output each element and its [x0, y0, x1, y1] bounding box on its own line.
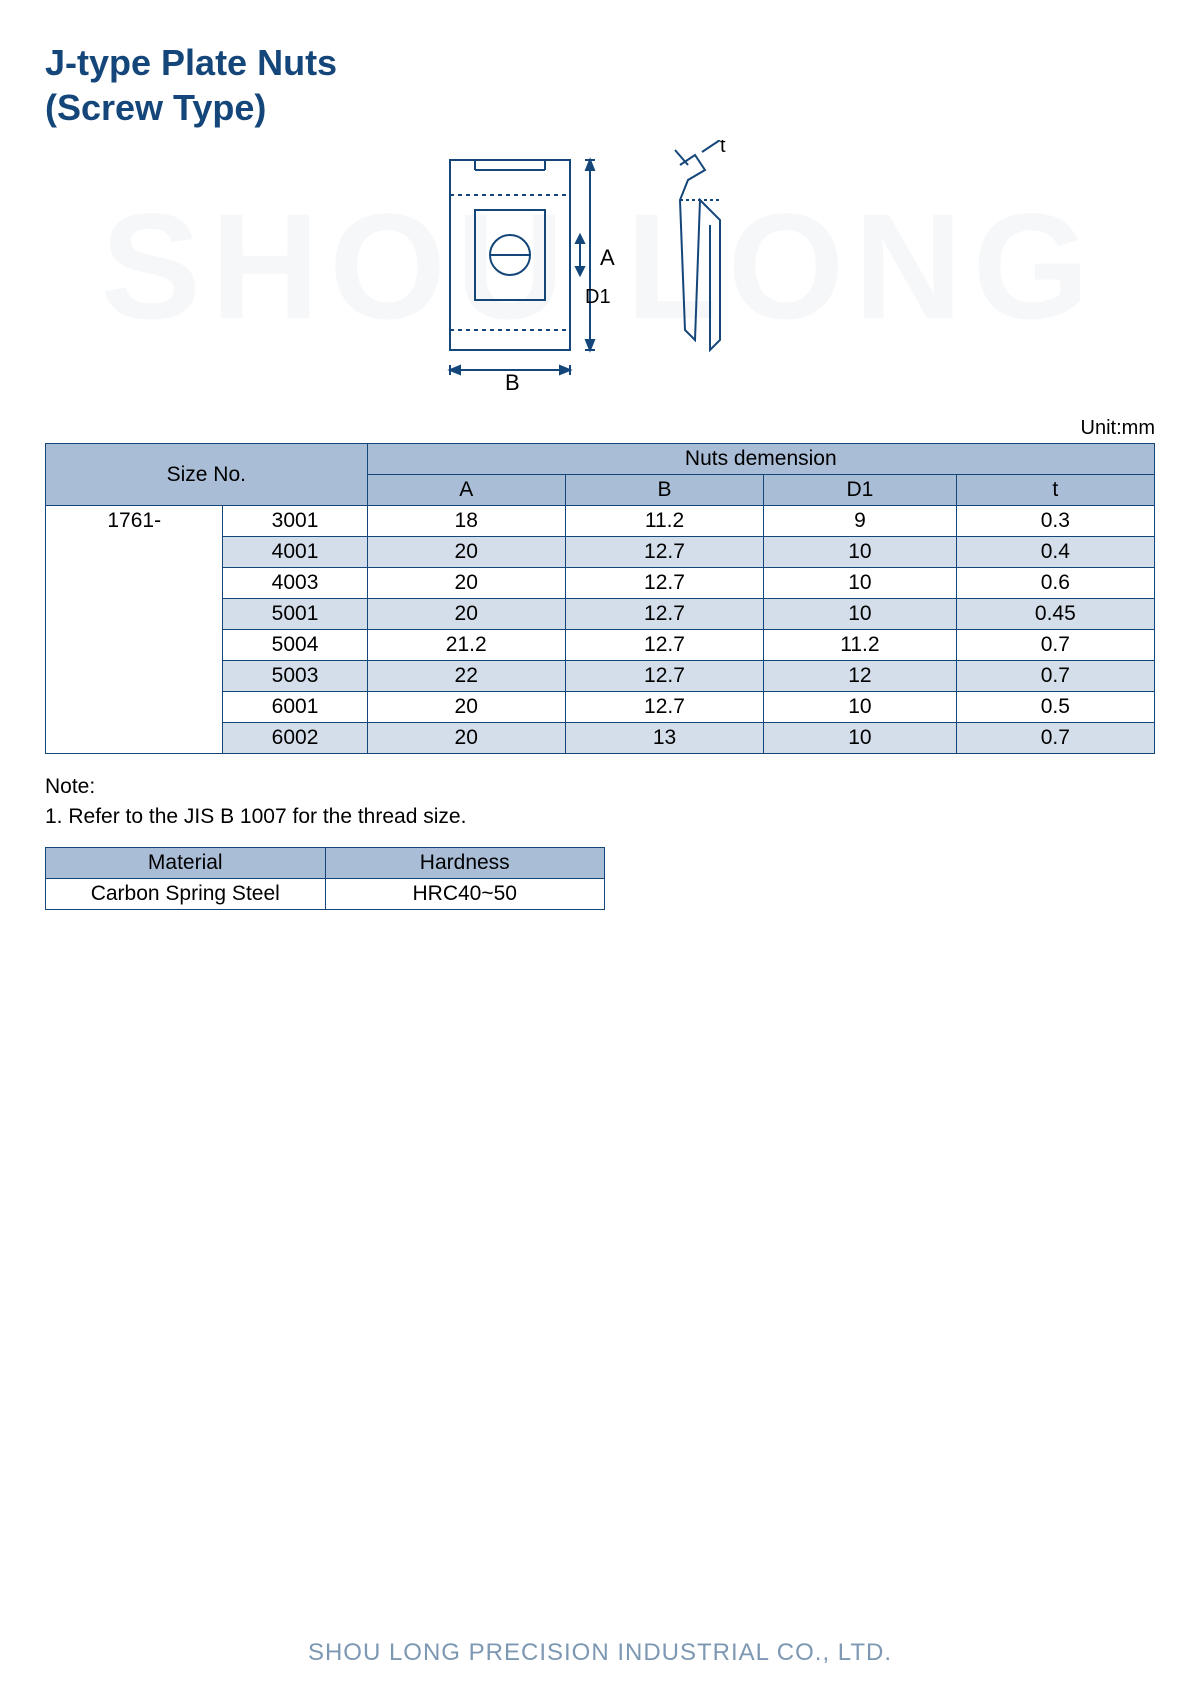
cell-A: 22 [367, 661, 565, 692]
col-t: t [956, 475, 1154, 506]
note-heading: Note: [45, 772, 1155, 802]
col-group-dimension: Nuts demension [367, 444, 1154, 475]
cell-B: 11.2 [565, 506, 763, 537]
technical-diagram: A B D1 t [420, 140, 780, 400]
cell-D1: 10 [764, 568, 957, 599]
size-prefix: 1761- [46, 506, 223, 754]
cell-D1: 9 [764, 506, 957, 537]
cell-D1: 10 [764, 599, 957, 630]
cell-B: 12.7 [565, 537, 763, 568]
cell-code: 4001 [223, 537, 367, 568]
note-block: Note: 1. Refer to the JIS B 1007 for the… [45, 772, 1155, 833]
cell-t: 0.7 [956, 723, 1154, 754]
unit-label: Unit:mm [45, 417, 1155, 440]
cell-code: 6001 [223, 692, 367, 723]
title-line-1: J-type Plate Nuts [45, 42, 337, 83]
table-row: 1761-30011811.290.3 [46, 506, 1155, 537]
cell-D1: 10 [764, 692, 957, 723]
note-item-1: 1. Refer to the JIS B 1007 for the threa… [45, 802, 1155, 832]
page-title: J-type Plate Nuts (Screw Type) [45, 40, 1155, 130]
cell-D1: 10 [764, 723, 957, 754]
spec-table: Size No. Nuts demension A B D1 t 1761-30… [45, 443, 1155, 754]
mat-header-hardness: Hardness [325, 847, 605, 878]
dim-label-A: A [600, 245, 615, 270]
col-D1: D1 [764, 475, 957, 506]
cell-t: 0.6 [956, 568, 1154, 599]
page-content: J-type Plate Nuts (Screw Type) [45, 40, 1155, 910]
dim-label-t: t [720, 140, 726, 157]
cell-t: 0.7 [956, 661, 1154, 692]
cell-B: 13 [565, 723, 763, 754]
cell-B: 12.7 [565, 630, 763, 661]
cell-t: 0.3 [956, 506, 1154, 537]
cell-A: 20 [367, 692, 565, 723]
title-line-2: (Screw Type) [45, 87, 266, 128]
cell-t: 0.5 [956, 692, 1154, 723]
cell-code: 3001 [223, 506, 367, 537]
cell-code: 4003 [223, 568, 367, 599]
dim-label-B: B [505, 370, 520, 395]
cell-code: 5001 [223, 599, 367, 630]
mat-value-hardness: HRC40~50 [325, 878, 605, 909]
cell-D1: 11.2 [764, 630, 957, 661]
cell-A: 20 [367, 723, 565, 754]
mat-value-material: Carbon Spring Steel [46, 878, 326, 909]
material-table: Material Hardness Carbon Spring Steel HR… [45, 847, 605, 910]
cell-code: 6002 [223, 723, 367, 754]
cell-B: 12.7 [565, 568, 763, 599]
cell-A: 21.2 [367, 630, 565, 661]
cell-B: 12.7 [565, 599, 763, 630]
cell-A: 20 [367, 568, 565, 599]
mat-header-material: Material [46, 847, 326, 878]
cell-A: 18 [367, 506, 565, 537]
cell-A: 20 [367, 599, 565, 630]
cell-code: 5004 [223, 630, 367, 661]
cell-code: 5003 [223, 661, 367, 692]
col-size-no: Size No. [46, 444, 368, 506]
cell-t: 0.45 [956, 599, 1154, 630]
cell-t: 0.4 [956, 537, 1154, 568]
col-B: B [565, 475, 763, 506]
cell-B: 12.7 [565, 661, 763, 692]
cell-B: 12.7 [565, 692, 763, 723]
cell-t: 0.7 [956, 630, 1154, 661]
cell-A: 20 [367, 537, 565, 568]
cell-D1: 10 [764, 537, 957, 568]
cell-D1: 12 [764, 661, 957, 692]
footer-company: SHOU LONG PRECISION INDUSTRIAL CO., LTD. [0, 1639, 1200, 1667]
diagram-container: A B D1 t [45, 140, 1155, 405]
dim-label-D1: D1 [585, 286, 611, 308]
col-A: A [367, 475, 565, 506]
